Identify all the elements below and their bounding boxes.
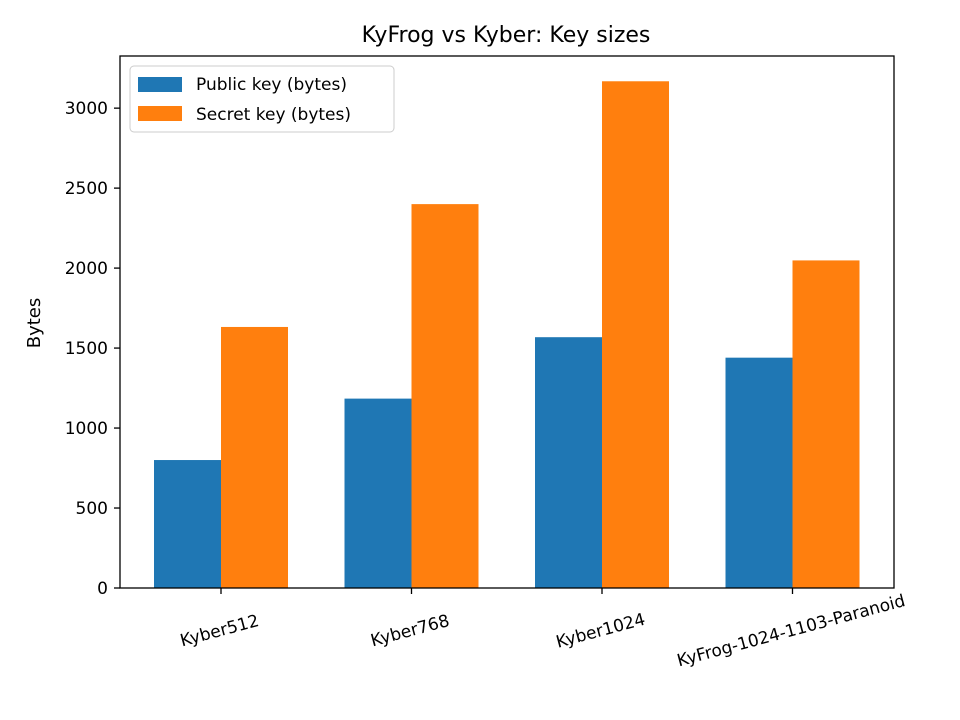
y-tick-label: 2000 [65,259,108,279]
bar-public-key-kyber768 [344,398,412,588]
y-axis: 0 500 1000 1500 2000 2500 3000 [65,99,120,599]
y-tick-label: 1000 [65,419,108,439]
y-tick-label: 2500 [65,179,108,199]
legend-swatch-secret-key [138,106,182,121]
bars-group [154,81,860,588]
plot-frame [119,55,895,589]
y-axis-label: Bytes [24,298,45,349]
x-tick-label: Kyber768 [369,611,452,651]
legend-label-public-key: Public key (bytes) [196,75,347,95]
y-tick-label: 1500 [65,339,108,359]
bar-public-key-kyfrog-1024-1103-paranoid [725,357,793,588]
legend: Public key (bytes) Secret key (bytes) [129,65,395,133]
bar-public-key-kyber1024 [535,337,602,588]
x-axis: Kyber512 Kyber768 Kyber1024 KyFrog-1024-110… [178,588,907,671]
bar-secret-key-kyber1024 [602,81,669,588]
legend-swatch-public-key [138,77,182,92]
bar-secret-key-kyber768 [411,204,479,588]
bar-secret-key-kyfrog-1024-1103-paranoid [792,260,860,588]
x-tick-label: KyFrog-1024-1103-Paranoid [675,591,907,671]
x-tick-label: Kyber1024 [554,610,648,653]
bar-secret-key-kyber512 [221,326,288,588]
y-tick-label: 3000 [65,99,108,119]
x-tick-label: Kyber512 [178,611,261,651]
chart-title: KyFrog vs Kyber: Key sizes [362,23,651,48]
legend-box [129,65,395,133]
y-tick-label: 0 [97,579,108,599]
legend-label-secret-key: Secret key (bytes) [196,105,351,125]
bar-public-key-kyber512 [154,460,221,588]
y-tick-label: 500 [76,499,108,519]
